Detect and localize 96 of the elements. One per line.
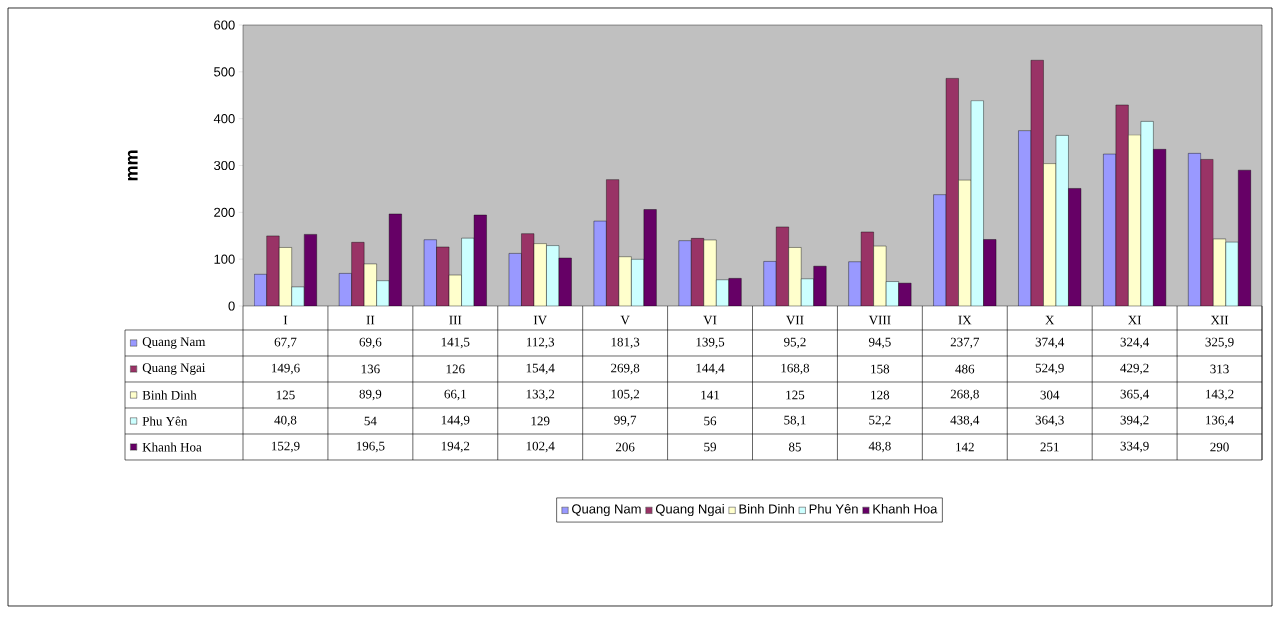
data-label: 69,6 [359,337,382,349]
legend-label: Phu Yên [142,416,188,426]
x-tick-label: IX [958,315,972,325]
text: Khanh Hoa [873,503,938,514]
x-tick-label: VII [786,315,804,325]
data-label: 56 [704,416,717,426]
data-label: 54 [364,416,377,426]
bar [763,261,777,306]
data-label: 269,8 [611,363,640,375]
data-label: 99,7 [614,415,637,427]
data-label: 66,1 [444,389,466,401]
data-label: 325,9 [1205,337,1234,349]
data-label: 48,8 [868,441,891,453]
data-label: 206 [615,442,635,452]
x-tick-label: III [449,315,462,325]
data-label: 52,2 [869,415,891,427]
text: Quang Ngai [655,503,724,517]
data-label: 102,4 [526,441,555,453]
text: Phu Yên [809,503,858,514]
x-tick-label: VIII [868,315,891,325]
data-label: 438,4 [950,415,980,427]
data-label: 136,4 [1206,415,1234,427]
data-label: 128 [871,390,890,400]
data-label: 112,3 [526,337,555,349]
data-label: 524,9 [1035,363,1064,375]
y-axis-title: mm [127,150,138,181]
data-label: 125 [786,390,805,400]
x-tick-label: I [283,315,288,325]
data-label: 139,5 [696,337,725,349]
data-label: 304 [1040,390,1060,400]
data-label: 181,3 [611,337,640,349]
data-label: 365,4 [1120,389,1150,401]
x-tick-label: XII [1210,315,1229,325]
data-label: 268,8 [950,389,979,401]
data-label: 126 [446,364,465,374]
data-label: 313 [1210,364,1229,374]
y-tick-label: 400 [213,114,235,124]
y-tick-label: 300 [214,160,235,171]
data-label: 364,3 [1035,415,1064,427]
x-tick-label: X [1045,315,1055,325]
bar [788,247,802,306]
data-label: 95,2 [784,337,806,349]
data-label: 196,5 [356,441,385,453]
bar [678,240,692,306]
data-label: 125 [276,390,295,400]
data-label: 59 [704,442,717,452]
legend-label: Quang Nam [142,337,206,349]
data-label: 334,9 [1120,441,1149,453]
data-label: 143,2 [1206,389,1234,401]
legend-label: Quang Ngai [142,363,206,375]
x-tick-label: IV [533,315,547,325]
bar [728,278,742,306]
y-tick-label: 100 [214,254,235,264]
x-tick-label: V [620,315,630,325]
data-label: 149,6 [271,363,300,375]
data-label: 374,4 [1035,337,1065,349]
x-tick-label: II [366,315,375,325]
data-label: 133,2 [526,389,555,401]
data-label: 89,9 [359,389,382,401]
data-label: 40,8 [274,415,297,427]
data-label: 394,2 [1120,415,1149,427]
data-label: 58,1 [784,415,806,427]
data-label: 85 [788,442,801,452]
data-label: 142 [956,442,974,452]
legend-label: Khanh Hoa [142,442,202,452]
data-label: 105,2 [611,389,640,401]
data-label: 129 [531,416,550,426]
data-label: 144,9 [441,415,470,427]
data-label: 144,4 [696,363,725,375]
data-label: 152,9 [271,441,300,453]
data-label: 237,7 [950,337,980,349]
x-tick-label: VI [703,315,717,325]
data-label: 251 [1040,442,1059,452]
data-label: 486 [955,364,975,374]
bar [813,265,827,306]
text: Quang Nam [572,504,641,517]
data-label: 290 [1210,442,1229,452]
data-label: 324,4 [1120,337,1150,349]
data-label: 141,5 [441,337,470,349]
y-tick-label: 0 [228,301,235,311]
legend-label: Binh Dinh [142,390,197,400]
data-label: 158 [871,364,890,374]
y-tick-label: 500 [214,67,235,77]
y-tick-label: 200 [214,207,235,217]
data-label: 154,4 [526,363,555,375]
data-label: 429,2 [1120,363,1149,375]
bar [703,239,717,306]
x-tick-label: XI [1128,315,1142,325]
text: Binh Dinh [739,503,794,514]
data-label: 141 [701,390,720,400]
data-label: 94,5 [868,337,891,349]
data-label: 136 [361,364,380,374]
data-label: 194,2 [441,441,470,453]
y-tick-label: 600 [214,20,235,30]
data-label: 67,7 [274,337,297,349]
data-label: 168,8 [781,363,810,375]
